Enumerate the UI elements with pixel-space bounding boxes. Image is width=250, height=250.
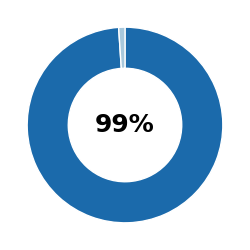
Wedge shape (119, 27, 125, 68)
Text: 99%: 99% (95, 113, 155, 137)
Wedge shape (27, 27, 223, 223)
